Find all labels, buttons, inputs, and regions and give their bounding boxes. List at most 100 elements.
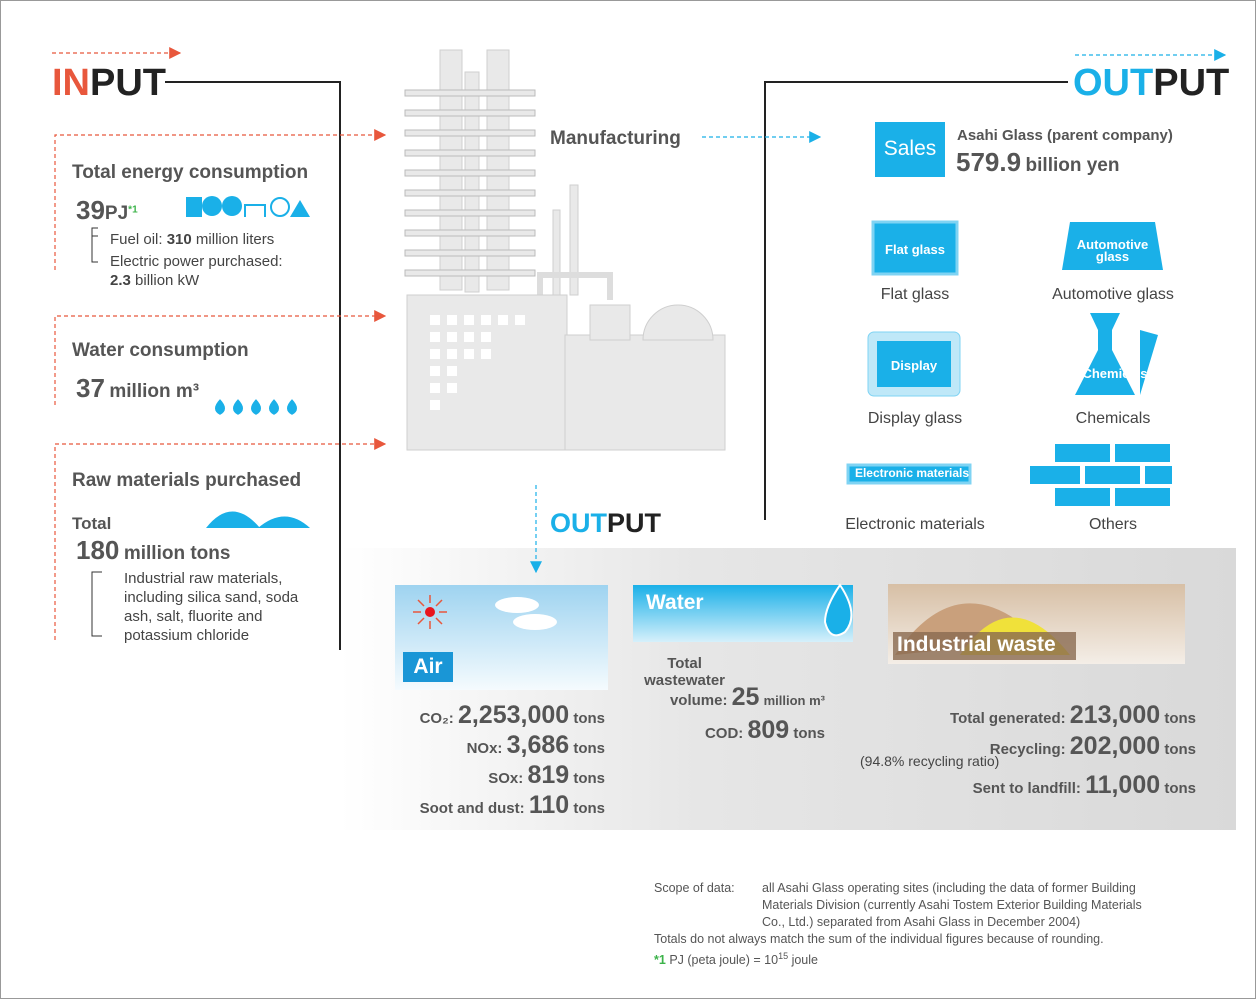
caption: Electronic materials xyxy=(845,516,985,533)
value: 180 xyxy=(76,535,120,565)
row: Total generated: 213,000 tons xyxy=(860,700,1196,731)
label: CO₂: xyxy=(419,710,454,727)
text: joule xyxy=(791,953,818,968)
company: Asahi Glass (parent company) xyxy=(957,127,1173,144)
unit: billion yen xyxy=(1025,155,1120,176)
line: including silica sand, soda xyxy=(124,589,299,606)
label: Recycling: xyxy=(989,741,1066,758)
exponent: 15 xyxy=(778,951,789,961)
output-title: OUTPUT xyxy=(1073,62,1229,105)
rounding-note: Totals do not always match the sum of th… xyxy=(654,932,1104,946)
value: 11,000 xyxy=(1085,771,1161,799)
caption: Automotive glass xyxy=(1052,286,1174,303)
energy-value: 39PJ*1 xyxy=(76,195,138,226)
value: 310 xyxy=(166,231,192,248)
label: Sent to landfill: xyxy=(972,780,1081,797)
input-arrows xyxy=(52,47,387,640)
row: Recycling: 202,000 tons xyxy=(860,731,1196,762)
label: Fuel oil: xyxy=(110,231,163,248)
value: 37 xyxy=(76,373,105,403)
label: Total generated: xyxy=(950,710,1066,727)
unit: tons xyxy=(573,800,605,817)
unit: million m³ xyxy=(109,381,200,402)
label: Electric power purchased: xyxy=(110,253,283,270)
label: Total wastewater xyxy=(644,655,725,689)
text: PJ (peta joule) = 10 xyxy=(669,953,779,968)
sales-value: 579.9 billion yen xyxy=(956,147,1119,178)
line: potassium chloride xyxy=(124,627,250,644)
note-mark: *1 xyxy=(128,204,138,216)
title-rest: PUT xyxy=(1153,62,1230,104)
water-value: 37 million m³ xyxy=(76,373,199,404)
value: 39 xyxy=(76,195,105,225)
unit: million liters xyxy=(195,231,275,248)
value: 213,000 xyxy=(1069,701,1161,729)
caption: Chemicals xyxy=(1075,410,1151,427)
raw-detail: Industrial raw materials, including silic… xyxy=(124,569,298,645)
label: SOx: xyxy=(488,770,524,787)
line: Materials Division (currently Asahi Tost… xyxy=(762,898,1142,912)
unit: million tons xyxy=(123,543,231,564)
caption: Display glass xyxy=(867,410,963,427)
value: 2,253,000 xyxy=(457,701,570,729)
value: 25 xyxy=(731,683,760,711)
value: 202,000 xyxy=(1069,732,1161,760)
bracket-lines xyxy=(165,81,1068,650)
row: CO₂: 2,253,000 tons xyxy=(300,700,605,730)
box-title: Industrial waste xyxy=(897,633,1056,656)
scope-label: Scope of data: xyxy=(654,881,735,895)
air-rows: CO₂: 2,253,000 tons NOx: 3,686 tons SOx: 8… xyxy=(300,700,605,820)
unit: tons xyxy=(1164,780,1196,797)
icon-label: Display xyxy=(890,358,938,373)
icon-label: Flat glass xyxy=(885,242,945,257)
unit: tons xyxy=(793,725,825,742)
line: Industrial raw materials, xyxy=(124,570,283,587)
heading: Total energy consumption xyxy=(72,162,309,183)
input-title: INPUT xyxy=(52,62,166,105)
row: NOx: 3,686 tons xyxy=(300,730,605,760)
title-accent: OUT xyxy=(1073,62,1154,104)
emission-boxes xyxy=(395,583,1185,690)
box-title: Water xyxy=(646,591,704,614)
heading: Water consumption xyxy=(72,340,249,361)
tree-lines xyxy=(91,227,98,263)
title-accent: OUT xyxy=(550,508,607,538)
icon-label: Electronic materials xyxy=(854,466,970,480)
factory xyxy=(404,49,726,451)
label: COD: xyxy=(704,725,744,742)
unit: tons xyxy=(573,740,605,757)
label: NOx: xyxy=(466,740,503,757)
note: (94.8% recycling ratio) xyxy=(860,753,1000,769)
icon-label: Automotive glass xyxy=(1076,237,1149,264)
value: 809 xyxy=(747,716,790,744)
raw-value: 180 million tons xyxy=(76,535,230,566)
unit: tons xyxy=(573,710,605,727)
caption: Flat glass xyxy=(880,286,950,303)
scope-text: all Asahi Glass operating sites (includi… xyxy=(762,880,1142,931)
value: 110 xyxy=(528,791,570,819)
sales-badge-text: Sales xyxy=(883,137,937,160)
unit: tons xyxy=(1164,710,1196,727)
row: COD: 809 tons xyxy=(620,716,825,745)
line: all Asahi Glass operating sites (includi… xyxy=(762,881,1136,895)
title-accent: IN xyxy=(52,62,90,104)
mark: *1 xyxy=(654,953,666,968)
waste-rows: Total generated: 213,000 tons Recycling: … xyxy=(860,700,1196,801)
line: Co., Ltd.) separated from Asahi Glass in… xyxy=(762,915,1081,929)
value: 3,686 xyxy=(506,731,570,759)
line: Total xyxy=(667,655,702,672)
product-icons xyxy=(846,220,1172,506)
icon-label: Chemicals xyxy=(1082,366,1148,381)
value-line: volume: 25 million m³ xyxy=(669,685,825,710)
title-rest: PUT xyxy=(90,62,166,104)
caption: Others xyxy=(1088,516,1137,533)
input-icons xyxy=(186,196,310,528)
value: 579.9 xyxy=(956,147,1022,177)
definition: *1 PJ (peta joule) = 1015 joule xyxy=(654,948,818,969)
energy-item: Fuel oil: 310 million liters xyxy=(110,231,274,248)
label: volume: xyxy=(669,692,728,709)
box-title: Air xyxy=(413,655,443,678)
row: Soot and dust: 110 tons xyxy=(300,790,605,820)
unit: tons xyxy=(1164,741,1196,758)
